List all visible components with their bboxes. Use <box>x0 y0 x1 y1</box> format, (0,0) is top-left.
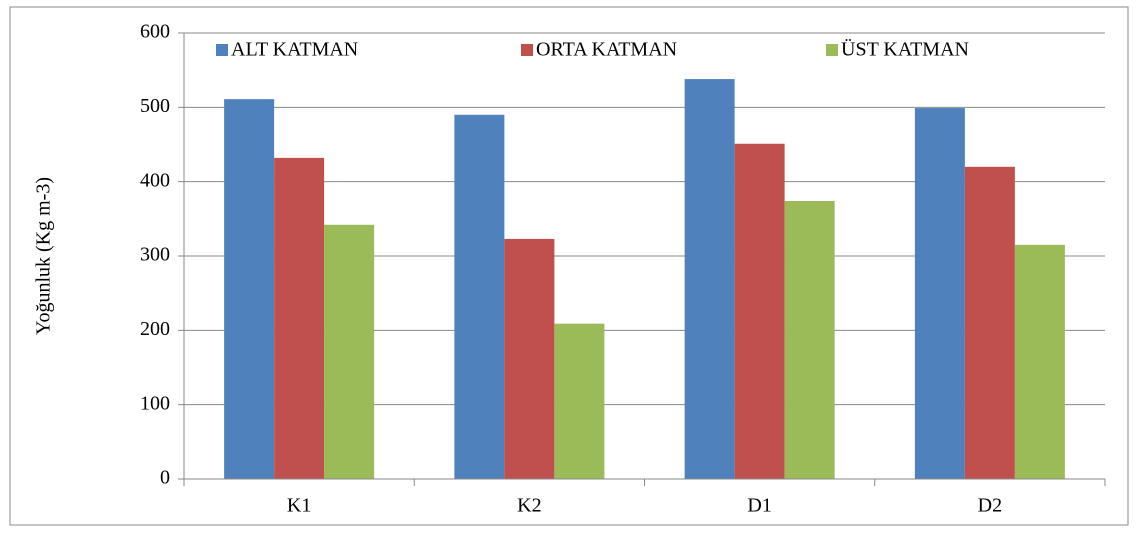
y-tick-label: 300 <box>140 244 170 266</box>
bar <box>554 323 605 479</box>
legend-swatch <box>521 44 533 56</box>
bar <box>914 108 965 480</box>
x-tick-label: D2 <box>978 495 1002 517</box>
bar <box>1014 244 1065 479</box>
x-tick-label: K1 <box>287 495 311 517</box>
y-tick-label: 100 <box>140 392 170 414</box>
bar <box>964 166 1015 480</box>
y-tick-label: 500 <box>140 95 170 117</box>
y-tick-label: 400 <box>140 169 170 191</box>
y-tick-label: 600 <box>140 21 170 43</box>
y-axis-label: Yoğunluk (Kg m-3) <box>33 177 55 335</box>
bar <box>454 114 505 480</box>
bar <box>684 79 735 479</box>
y-tick-label: 0 <box>160 467 170 489</box>
legend-label: ORTA KATMAN <box>536 39 677 61</box>
bar <box>504 238 555 479</box>
bar <box>274 157 325 479</box>
bar <box>784 200 835 479</box>
bar <box>734 143 785 480</box>
legend-label: ÜST KATMAN <box>841 38 969 61</box>
legend-swatch <box>826 44 838 56</box>
legend-swatch <box>216 44 228 56</box>
x-tick-label: K2 <box>517 495 541 517</box>
bar <box>224 99 275 479</box>
y-tick-label: 200 <box>140 318 170 340</box>
legend-label: ALT KATMAN <box>231 39 358 61</box>
bar <box>324 224 375 479</box>
x-tick-label: D1 <box>747 495 771 517</box>
